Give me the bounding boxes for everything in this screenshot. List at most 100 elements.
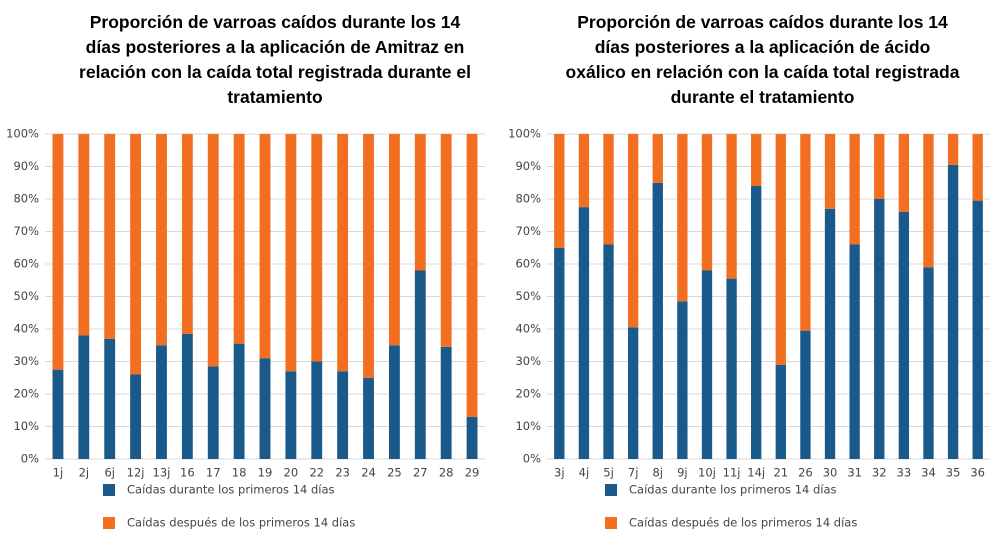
x-tick-label: 20 xyxy=(284,466,299,480)
bar-segment xyxy=(388,134,400,346)
bar-segment xyxy=(898,134,910,212)
x-tick-label: 10j xyxy=(698,466,716,480)
y-tick-label: 40% xyxy=(515,322,541,336)
bar-segment xyxy=(947,164,959,459)
x-tick-label: 27 xyxy=(413,466,428,480)
x-tick-label: 26 xyxy=(798,466,813,480)
y-tick-label: 50% xyxy=(13,289,39,303)
x-tick-label: 19 xyxy=(258,466,273,480)
bar-segment xyxy=(923,267,934,459)
x-tick-label: 24 xyxy=(361,466,376,480)
x-tick-label: 28 xyxy=(439,466,454,480)
bar-segment xyxy=(156,134,167,346)
bar-segment xyxy=(388,345,400,459)
bar-segment xyxy=(554,247,565,459)
bar-segment xyxy=(923,134,934,268)
bar-segment xyxy=(440,134,452,347)
y-tick-label: 80% xyxy=(13,192,39,206)
bar-segment xyxy=(726,278,737,459)
x-tick-label: 29 xyxy=(465,466,480,480)
bar-segment xyxy=(726,134,737,279)
x-tick-label: 36 xyxy=(970,466,985,480)
y-tick-label: 10% xyxy=(515,419,541,433)
bar-segment xyxy=(824,208,836,459)
bar-segment xyxy=(104,338,116,459)
legend-label: Caídas durante los primeros 14 días xyxy=(127,483,335,497)
bar-segment xyxy=(775,134,786,365)
x-tick-label: 3j xyxy=(554,466,565,480)
x-tick-label: 33 xyxy=(897,466,912,480)
bar-segment xyxy=(603,244,614,459)
y-tick-label: 100% xyxy=(508,127,541,141)
bar-segment xyxy=(363,134,374,378)
bar-segment xyxy=(947,134,959,165)
bar-segment xyxy=(751,186,762,459)
y-tick-label: 80% xyxy=(515,192,541,206)
y-tick-label: 40% xyxy=(13,322,39,336)
y-tick-label: 70% xyxy=(13,224,39,238)
bar-segment xyxy=(466,416,478,459)
bar-segment xyxy=(849,134,860,245)
bar-segment xyxy=(156,345,167,459)
bar-segment xyxy=(414,270,426,459)
x-tick-label: 21 xyxy=(773,466,788,480)
x-tick-label: 34 xyxy=(921,466,936,480)
x-tick-label: 14j xyxy=(747,466,765,480)
bar-segment xyxy=(259,134,271,359)
x-tick-label: 35 xyxy=(946,466,961,480)
x-tick-label: 32 xyxy=(872,466,887,480)
legend-swatch xyxy=(103,484,115,496)
bar-segment xyxy=(874,134,885,199)
bar-segment xyxy=(972,200,983,459)
x-tick-label: 17 xyxy=(206,466,221,480)
x-tick-label: 11j xyxy=(723,466,741,480)
legend-swatch xyxy=(103,517,115,529)
x-tick-label: 23 xyxy=(335,466,350,480)
bar-segment xyxy=(849,244,860,459)
bar-segment xyxy=(285,371,297,459)
bar-segment xyxy=(701,134,713,271)
y-tick-label: 0% xyxy=(523,452,541,466)
bar-segment xyxy=(259,358,271,459)
x-tick-label: 9j xyxy=(677,466,688,480)
bar-segment xyxy=(677,134,688,302)
bar-segment xyxy=(603,134,614,245)
bar-segment xyxy=(207,134,219,367)
x-tick-label: 25 xyxy=(387,466,402,480)
bar-segment xyxy=(181,333,193,459)
x-tick-label: 7j xyxy=(628,466,639,480)
bar-segment xyxy=(363,377,374,459)
legend-swatch xyxy=(605,484,617,496)
bar-segment xyxy=(52,369,64,459)
y-tick-label: 30% xyxy=(13,354,39,368)
x-tick-label: 8j xyxy=(652,466,663,480)
bar-segment xyxy=(578,134,590,208)
bar-segment xyxy=(972,134,983,201)
y-tick-label: 10% xyxy=(13,419,39,433)
bar-segment xyxy=(337,371,349,459)
y-tick-label: 0% xyxy=(21,452,39,466)
x-tick-label: 30 xyxy=(823,466,838,480)
bar-segment xyxy=(627,327,639,459)
y-tick-label: 50% xyxy=(515,289,541,303)
y-tick-label: 30% xyxy=(515,354,541,368)
bar-segment xyxy=(337,134,349,372)
x-tick-label: 18 xyxy=(232,466,247,480)
bar-segment xyxy=(78,335,90,459)
y-tick-label: 90% xyxy=(515,159,541,173)
y-tick-label: 100% xyxy=(6,127,39,141)
bar-segment xyxy=(52,134,64,370)
bar-segment xyxy=(285,134,297,372)
bar-segment xyxy=(701,270,713,459)
bar-segment xyxy=(130,134,142,375)
x-tick-label: 13j xyxy=(153,466,171,480)
bar-segment xyxy=(233,343,245,459)
y-tick-label: 60% xyxy=(13,257,39,271)
bar-segment xyxy=(652,134,663,183)
y-tick-label: 20% xyxy=(13,387,39,401)
y-tick-label: 60% xyxy=(515,257,541,271)
bar-segment xyxy=(627,134,639,328)
bar-segment xyxy=(800,134,811,331)
